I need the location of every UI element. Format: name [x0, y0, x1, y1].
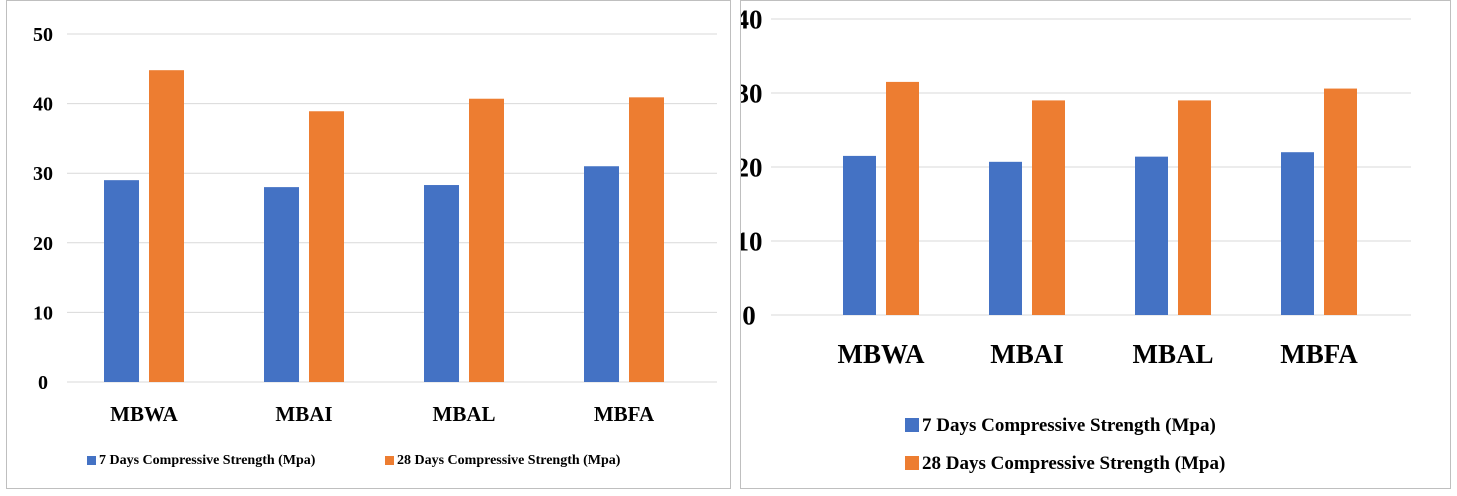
legend-label: 28 Days Compressive Strength (Mpa): [397, 453, 621, 468]
x-tick-label: MBWA: [110, 402, 179, 426]
bar: [104, 180, 139, 382]
y-tick-label: 50: [33, 24, 53, 46]
bar: [424, 185, 459, 382]
x-tick-label: MBAI: [275, 402, 332, 426]
legend-swatch: [905, 456, 919, 470]
legend-label: 7 Days Compressive Strength (Mpa): [922, 415, 1216, 436]
x-tick-label: MBWA: [838, 339, 926, 369]
bar: [264, 187, 299, 382]
bar: [1032, 100, 1065, 316]
x-tick-label: MBFA: [594, 402, 655, 426]
y-tick-label: 30: [33, 163, 53, 185]
bar: [469, 98, 504, 382]
bar: [149, 70, 184, 382]
compressive-strength-chart-right: 0 10 20 30 40 MBWA MBAI MBAL MBFA 7 Days Compress…: [741, 4, 1411, 474]
legend-swatch: [87, 456, 96, 465]
chart-panel-left: 0 10 20 30 40 50 MBWA MBAI MBAL MBFA 7 Days Compre…: [6, 0, 731, 489]
x-tick-label: MBAI: [990, 339, 1064, 369]
bar: [886, 81, 919, 316]
bar: [1135, 156, 1168, 315]
bar: [1324, 88, 1357, 315]
y-tick-label: 0: [742, 300, 756, 330]
chart-panel-right: 0 10 20 30 40 MBWA MBAI MBAL MBFA 7 Days Compress…: [740, 0, 1451, 489]
y-tick-label: 20: [741, 152, 763, 182]
x-tick-label: MBAL: [433, 402, 496, 426]
bar: [584, 166, 619, 382]
bar: [629, 97, 664, 382]
compressive-strength-chart-left: 0 10 20 30 40 50 MBWA MBAI MBAL MBFA 7 Days Compre…: [33, 24, 717, 468]
bar: [309, 111, 344, 383]
y-tick-label: 10: [33, 302, 53, 324]
bar: [843, 155, 876, 315]
x-tick-label: MBAL: [1133, 339, 1214, 369]
y-tick-label: 20: [33, 233, 53, 255]
y-tick-label: 40: [741, 4, 763, 34]
legend-swatch: [905, 418, 919, 432]
legend-label: 28 Days Compressive Strength (Mpa): [922, 453, 1225, 474]
bar: [1281, 152, 1314, 315]
y-tick-label: 40: [33, 94, 53, 116]
bar: [989, 161, 1022, 315]
legend-swatch: [385, 456, 394, 465]
y-tick-label: 0: [38, 372, 48, 394]
y-tick-label: 30: [741, 78, 763, 108]
x-tick-label: MBFA: [1280, 339, 1358, 369]
legend-label: 7 Days Compressive Strength (Mpa): [99, 453, 316, 468]
bar: [1178, 100, 1211, 316]
y-tick-label: 10: [741, 226, 763, 256]
